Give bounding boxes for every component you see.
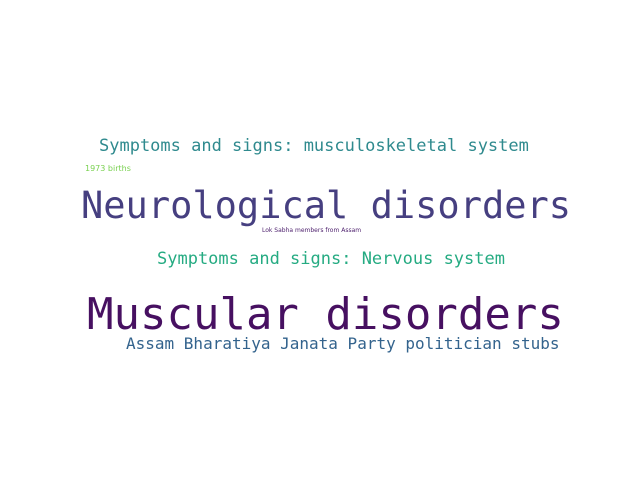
word-symptoms-nervous-system: Symptoms and signs: Nervous system xyxy=(157,249,505,269)
word-neurological-disorders: Neurological disorders xyxy=(81,184,572,227)
word-lok-sabha-members: Lok Sabha members from Assam xyxy=(262,227,362,234)
word-muscular-disorders: Muscular disorders xyxy=(87,289,564,340)
word-symptoms-musculoskeletal: Symptoms and signs: musculoskeletal syst… xyxy=(99,136,529,156)
word-assam-bjp-stubs: Assam Bharatiya Janata Party politician … xyxy=(126,334,560,353)
word-1973-births: 1973 births xyxy=(85,164,131,173)
